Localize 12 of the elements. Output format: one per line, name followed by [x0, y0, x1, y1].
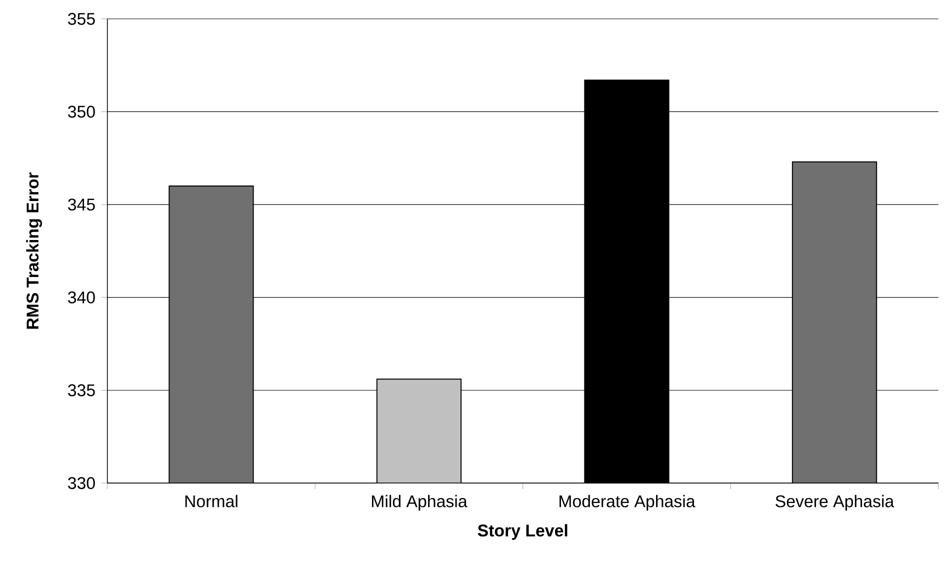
y-tick-label: 330 — [68, 477, 95, 490]
y-tick-label: 355 — [68, 13, 95, 26]
x-tick-label: Severe Aphasia — [776, 495, 894, 511]
y-tick-label: 335 — [68, 384, 95, 396]
x-axis-title: Story Level — [478, 524, 568, 540]
y-axis-title: RMS Tracking Error — [26, 172, 42, 329]
y-tick-label: 340 — [68, 292, 95, 304]
y-tick-label: 350 — [68, 106, 95, 118]
y-tick-label: 345 — [68, 198, 95, 211]
x-tick-label: Moderate Aphasia — [560, 495, 696, 511]
x-tick-label: Normal — [185, 495, 238, 508]
x-tick-label: Mild Aphasia — [372, 495, 468, 511]
